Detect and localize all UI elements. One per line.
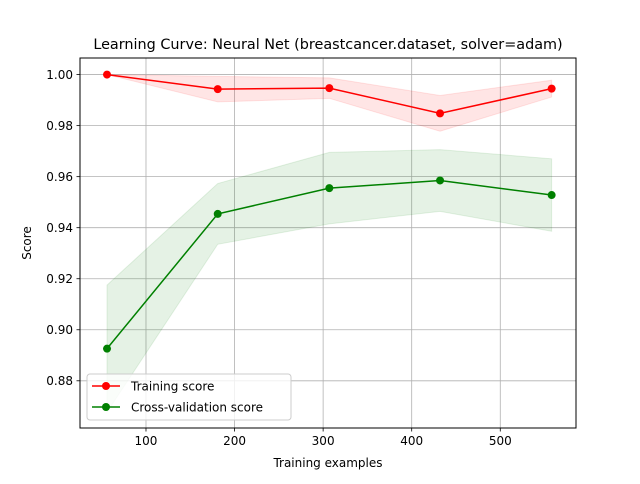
y-tick-label: 0.94 bbox=[46, 221, 73, 235]
x-axis-label: Training examples bbox=[272, 456, 382, 470]
y-tick-label: 0.90 bbox=[46, 323, 73, 337]
x-tick-label: 200 bbox=[223, 434, 246, 448]
x-tick-label: 300 bbox=[312, 434, 335, 448]
cv-score-point bbox=[103, 344, 112, 353]
x-tick-label: 100 bbox=[135, 434, 158, 448]
cv-score-point bbox=[547, 191, 556, 200]
y-tick-label: 1.00 bbox=[46, 68, 73, 82]
chart-title: Learning Curve: Neural Net (breastcancer… bbox=[93, 37, 562, 53]
legend: Training score Cross-validation score bbox=[86, 373, 292, 421]
legend-training-label: Training score bbox=[130, 380, 214, 394]
legend-training-marker bbox=[102, 382, 110, 390]
legend-box bbox=[86, 373, 292, 421]
y-axis-ticks: 0.88 0.90 0.92 0.94 0.96 0.98 1.00 bbox=[46, 68, 80, 388]
training-score-point bbox=[547, 84, 556, 93]
legend-cv-marker bbox=[102, 403, 110, 411]
training-score-point bbox=[103, 70, 112, 79]
training-score-point bbox=[213, 85, 222, 94]
x-tick-label: 500 bbox=[489, 434, 512, 448]
y-tick-label: 0.88 bbox=[46, 374, 73, 388]
cv-score-point bbox=[213, 209, 222, 218]
y-tick-label: 0.92 bbox=[46, 272, 73, 286]
y-tick-label: 0.98 bbox=[46, 119, 73, 133]
series-markers bbox=[103, 70, 556, 353]
y-tick-label: 0.96 bbox=[46, 170, 73, 184]
x-tick-label: 400 bbox=[400, 434, 423, 448]
y-axis-label: Score bbox=[20, 226, 34, 260]
cv-score-point bbox=[325, 184, 334, 193]
x-axis-ticks: 100 200 300 400 500 bbox=[135, 428, 512, 448]
cv-score-point bbox=[436, 176, 445, 185]
training-score-point bbox=[436, 109, 445, 118]
plot-area bbox=[80, 58, 576, 428]
legend-cv-label: Cross-validation score bbox=[131, 401, 263, 415]
training-score-point bbox=[325, 84, 334, 93]
plot-frame bbox=[79, 57, 577, 429]
